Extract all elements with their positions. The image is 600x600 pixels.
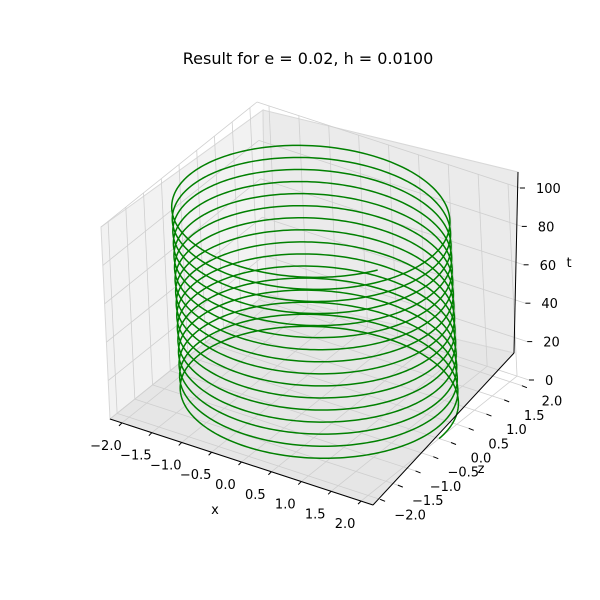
z-tick-label: −2.0: [394, 508, 426, 523]
x-tick-mark: [268, 471, 272, 476]
grid-line: [328, 125, 339, 318]
t-tick-label: 80: [538, 220, 555, 235]
z-tick-mark: [415, 470, 421, 474]
grid-line: [417, 154, 428, 347]
grid-line: [507, 184, 518, 377]
t-axis-line: [513, 171, 519, 354]
x-tick-mark: [208, 451, 212, 456]
z-tick-label: −1.5: [412, 494, 444, 509]
x-tick-mark: [238, 461, 242, 466]
grid-line: [152, 384, 416, 472]
x-tick-label: −0.5: [180, 468, 212, 483]
t-tick-label: 0: [545, 374, 553, 389]
t-tick-label: 40: [541, 297, 558, 312]
grid-line: [298, 115, 309, 308]
grid-line: [134, 398, 398, 486]
grid-line: [258, 140, 522, 227]
z-tick-label: 0.0: [471, 452, 492, 467]
chart-title: Result for e = 0.02, h = 0.0100: [183, 49, 434, 68]
grid-line: [160, 178, 171, 371]
z-tick-label: 2.0: [542, 395, 563, 410]
grid-line: [249, 107, 260, 300]
t-axis-label: t: [566, 256, 571, 271]
helix-line: [170, 144, 460, 460]
grid-line: [143, 192, 153, 385]
helix-series: [170, 144, 460, 460]
x-tick-mark: [297, 481, 302, 485]
grid-line: [477, 174, 488, 367]
t-tick-label: 20: [543, 336, 560, 351]
grid-line: [358, 135, 369, 328]
x-tick-label: 0.0: [215, 478, 236, 493]
z-axis-label: z: [478, 462, 485, 477]
z-tick-mark: [521, 385, 528, 389]
x-tick-mark: [327, 490, 332, 495]
z-tick-label: 0.5: [488, 437, 509, 452]
x-tick-label: −1.5: [120, 449, 152, 464]
z-tick-label: −0.5: [447, 466, 479, 481]
z-tick-label: −1.0: [430, 480, 462, 495]
z-tick-mark: [450, 442, 457, 445]
grid-line: [116, 412, 381, 500]
z-tick-mark: [379, 498, 386, 502]
grid-line: [264, 255, 528, 342]
grid-line: [268, 105, 279, 298]
t-tick-label: 60: [540, 259, 557, 274]
grid-line: [109, 293, 267, 420]
z-tick-mark: [397, 484, 404, 488]
z-tick-mark: [503, 399, 510, 403]
x-tick-mark: [148, 432, 153, 437]
grid-line: [125, 207, 136, 400]
x-tick-label: 2.0: [335, 517, 356, 532]
z-axis-line: [372, 352, 515, 506]
grid-line: [447, 164, 458, 357]
axis-ticks: −2.0−1.5−1.0−0.50.00.51.01.52.0−2.0−1.5−…: [90, 182, 562, 532]
t-tick-label: 100: [536, 182, 561, 197]
grid-line: [262, 216, 526, 304]
x-tick-mark: [118, 422, 123, 427]
grid-line: [256, 101, 521, 189]
z-tick-mark: [486, 413, 492, 417]
z-tick-mark: [468, 427, 474, 431]
z-tick-label: 1.5: [524, 409, 545, 424]
grid-line: [104, 178, 261, 305]
x-tick-label: 1.0: [275, 498, 296, 513]
x-tick-label: 1.5: [305, 507, 326, 522]
z-tick-mark: [433, 456, 439, 460]
z-tick-label: 1.0: [506, 423, 527, 438]
grid-line: [102, 140, 260, 266]
grid-line: [100, 101, 258, 228]
x-tick-label: −2.0: [90, 439, 122, 454]
grid-line: [107, 221, 118, 414]
x-axis-label: x: [211, 503, 219, 518]
x-tick-mark: [178, 442, 183, 446]
x-tick-mark: [357, 500, 362, 505]
x-tick-label: 0.5: [245, 488, 266, 503]
x-tick-label: −1.0: [150, 458, 182, 473]
grid-line: [388, 144, 398, 338]
